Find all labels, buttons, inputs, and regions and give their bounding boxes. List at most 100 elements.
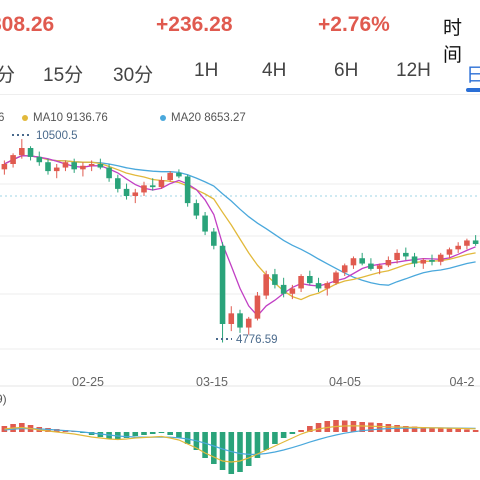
candle-body (455, 245, 461, 250)
chart-annotations: 10500.5 4776.59 (12, 130, 278, 346)
macd-bar (359, 422, 365, 432)
macd-bar (307, 426, 313, 432)
tab-6h[interactable]: 6H (334, 60, 359, 81)
macd-bar (472, 430, 479, 432)
candle-body (106, 167, 112, 179)
active-tab-indicator (466, 88, 480, 92)
candle-body (280, 284, 287, 294)
macd-bar (446, 428, 453, 432)
candle-body (123, 188, 130, 196)
candle-body (219, 245, 226, 324)
candle-body (27, 148, 34, 157)
legend-ma10: MA10 9136.76 (22, 112, 108, 124)
macd-bar (368, 422, 374, 432)
macd-bar (219, 432, 226, 470)
candle-body (10, 155, 16, 164)
candle-body (472, 240, 479, 244)
macd-panel (1, 420, 479, 474)
macd-bar (403, 426, 409, 432)
candle-body (333, 272, 339, 284)
x-tick-label: 02-25 (72, 375, 104, 389)
tab-4h[interactable]: 4H (262, 60, 287, 81)
candle-body (272, 274, 278, 285)
macd-bar (167, 432, 173, 435)
candle-body (403, 252, 409, 257)
ma20-dot-icon (160, 114, 166, 121)
candle-body (88, 164, 95, 166)
macd-bar (437, 428, 444, 432)
tab-daily[interactable]: 日 (466, 65, 480, 86)
macd-bar (211, 432, 217, 464)
candle-body (298, 276, 304, 289)
macd-bar (411, 426, 418, 432)
macd-bar (464, 429, 470, 432)
legend-ma5: 6 (0, 112, 4, 124)
macd-bar (141, 432, 147, 435)
price-header: 808.26 +236.28 +2.76% 时间 (0, 0, 480, 66)
candle-body (420, 260, 427, 264)
candle-body (341, 265, 348, 273)
macd-bar (429, 427, 435, 432)
tab-time[interactable]: 时间 (443, 18, 463, 66)
candle-body (228, 313, 235, 324)
macd-label: 9) (0, 392, 7, 406)
macd-bar (149, 432, 156, 434)
tab-1min[interactable]: 分 (0, 65, 16, 86)
last-price: 808.26 (0, 13, 55, 36)
chart-grid (0, 183, 480, 387)
candle-body (394, 252, 400, 260)
x-tick-label: 03-15 (196, 375, 228, 389)
macd-bar (254, 432, 261, 458)
candle-body (97, 164, 104, 168)
x-axis-ticks: 02-25 03-15 04-05 04-2 (72, 375, 475, 389)
candle-body (237, 313, 243, 328)
macd-bar (1, 426, 8, 432)
tab-30min[interactable]: 30分 (113, 65, 154, 86)
high-price-label: 10500.5 (36, 130, 78, 142)
macd-dif-line (4, 425, 476, 463)
candle-body (350, 258, 357, 266)
candle-body (53, 167, 60, 172)
candle-body (437, 254, 444, 262)
macd-bar (376, 423, 383, 432)
low-price-label: 4776.59 (236, 334, 278, 346)
candle-body (176, 172, 182, 177)
macd-bar (324, 421, 331, 432)
macd-bar (280, 432, 287, 438)
candle-body (263, 274, 269, 296)
macd-bar (158, 432, 165, 433)
candle-body (62, 162, 69, 168)
candle-body (193, 203, 200, 216)
candle-body (158, 180, 165, 188)
ma20-line (4, 155, 476, 286)
macd-bar (298, 430, 304, 432)
tab-1h[interactable]: 1H (194, 60, 219, 81)
candle-body (464, 240, 470, 246)
candle-body (289, 288, 296, 294)
macd-bar (228, 432, 235, 474)
macd-bar (272, 432, 278, 444)
x-tick-label: 04-2 (449, 375, 474, 389)
candle-body (167, 172, 173, 180)
candle-body (45, 162, 51, 172)
macd-bar (132, 432, 139, 436)
tab-15min[interactable]: 15分 (43, 65, 84, 86)
candle-body (149, 185, 156, 188)
kline-chart[interactable]: 10500.5 4776.59 02-25 03-15 04-05 04-2 (0, 124, 480, 480)
macd-bar (289, 432, 296, 434)
candle-body (376, 265, 383, 269)
ma10-line (4, 155, 476, 301)
tab-12h[interactable]: 12H (396, 60, 431, 81)
candles (1, 139, 479, 343)
macd-bar (385, 424, 392, 432)
macd-bar (237, 432, 243, 472)
candle-body (19, 148, 25, 156)
macd-bar (184, 432, 191, 444)
candle-body (80, 165, 86, 170)
legend-ma20-label: MA20 8653.27 (171, 112, 246, 124)
candle-body (184, 176, 191, 204)
candle-body (211, 231, 217, 246)
macd-bar (315, 423, 322, 432)
candle-body (411, 256, 418, 264)
candle-body (324, 283, 331, 289)
